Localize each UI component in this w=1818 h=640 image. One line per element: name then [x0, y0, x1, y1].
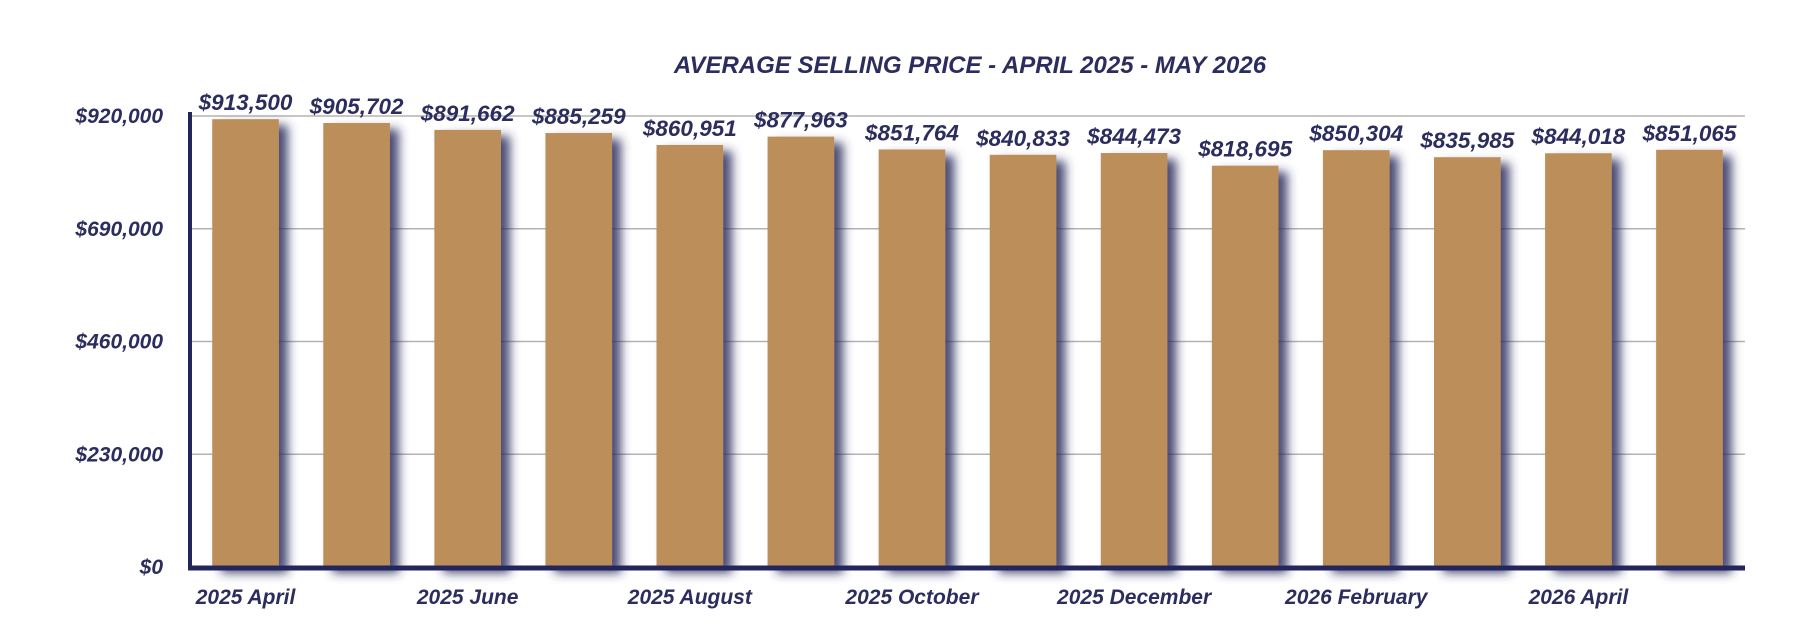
chart-title: AVERAGE SELLING PRICE - APRIL 2025 - MAY… [673, 52, 1267, 79]
x-tick-label: 2026 April [1528, 586, 1630, 609]
data-label: $877,963 [753, 108, 848, 133]
x-tick-label: 2025 June [416, 586, 519, 609]
data-label: $844,018 [1530, 124, 1625, 149]
bar [212, 119, 279, 567]
data-label: $913,500 [198, 90, 293, 115]
bar [768, 137, 835, 567]
y-tick-label: $460,000 [74, 331, 163, 354]
x-tick-label: 2025 August [627, 586, 753, 609]
x-axis: 2025 April 2025 June 2025 August 2025 Octob… [195, 586, 1630, 609]
bar [879, 149, 946, 567]
x-tick-label: 2025 April [195, 586, 297, 609]
bar [990, 155, 1057, 567]
bar [1212, 166, 1279, 567]
data-label: $905,702 [309, 94, 404, 119]
y-tick-label: $920,000 [74, 105, 163, 128]
bar [434, 130, 501, 567]
data-label: $818,695 [1197, 137, 1292, 162]
data-label: $844,473 [1086, 124, 1181, 149]
data-label: $850,304 [1308, 121, 1403, 146]
data-label: $891,662 [420, 101, 515, 126]
data-label: $840,833 [975, 126, 1070, 151]
bar [323, 123, 390, 567]
gridlines [190, 116, 1745, 454]
data-label: $885,259 [531, 104, 626, 129]
bar [545, 133, 612, 567]
data-label: $860,951 [642, 116, 737, 141]
bar [657, 145, 724, 567]
data-label: $851,065 [1642, 121, 1737, 146]
data-label: $851,764 [864, 120, 959, 145]
data-label: $835,985 [1419, 128, 1514, 153]
x-tick-label: 2025 December [1056, 586, 1213, 609]
bars [212, 119, 1723, 567]
bar [1656, 150, 1723, 567]
x-tick-label: 2026 February [1284, 586, 1429, 609]
y-tick-label: $230,000 [74, 443, 163, 466]
bar [1101, 153, 1168, 567]
bar [1434, 157, 1501, 567]
data-labels: $913,500 $905,702 $891,662 $885,259 $860,951… [198, 90, 1737, 161]
bar [1545, 153, 1612, 567]
y-tick-label: $690,000 [74, 218, 163, 241]
bar [1323, 150, 1390, 567]
y-tick-label: $0 [139, 556, 164, 579]
x-tick-label: 2025 October [844, 586, 980, 609]
